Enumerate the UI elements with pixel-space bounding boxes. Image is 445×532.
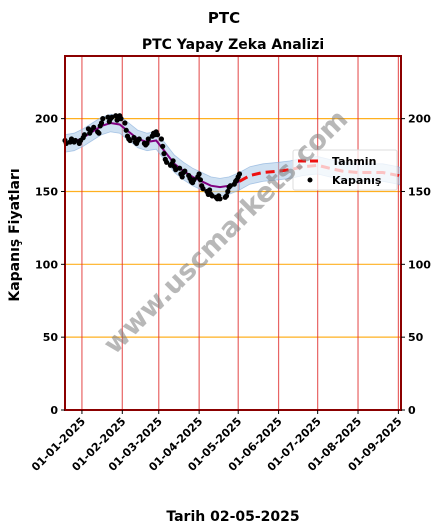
kapanis-point: [154, 132, 161, 138]
y-axis-right: 0 50 100 150 200: [401, 113, 431, 417]
legend-box: [292, 149, 398, 191]
legend-tahmin-label: Tahmin: [332, 155, 376, 168]
kapanis-point: [144, 140, 150, 146]
legend-kapanis-swatch: [307, 177, 313, 183]
kapanis-point: [200, 186, 206, 192]
y-tick-label: 150: [35, 185, 58, 198]
kapanis-point: [123, 127, 129, 133]
kapanis-point: [164, 159, 170, 165]
y-tick-label-right: 0: [408, 404, 416, 417]
y-axis-label: Kapanış Fiyatları: [7, 168, 23, 301]
y-tick-label: 200: [35, 113, 58, 126]
plot-frame: [64, 55, 402, 411]
legend: Tahmin Kapanış: [292, 149, 398, 191]
kapanis-point: [170, 158, 176, 164]
chart-title: PTC: [208, 9, 240, 27]
kapanis-point: [207, 187, 213, 193]
x-axis-label: Tarih 02-05-2025: [166, 509, 299, 525]
kapanis-point: [136, 136, 142, 142]
kapanis-point: [173, 167, 179, 173]
kapanis-point: [191, 177, 197, 183]
kapanis-point: [161, 151, 167, 157]
legend-kapanis-label: Kapanış: [332, 174, 382, 187]
y-tick-label-right: 200: [408, 113, 431, 126]
trend-line: [64, 121, 240, 189]
kapanis-point: [91, 124, 97, 130]
kapanis-point: [160, 143, 166, 149]
kapanis-point: [196, 171, 202, 177]
kapanis-point: [225, 188, 231, 195]
kapanis-point: [182, 168, 188, 174]
kapanis-points: [62, 113, 243, 202]
kapanis-point: [217, 196, 223, 202]
kapanis-point: [223, 193, 230, 199]
kapanis-point: [118, 116, 124, 122]
kapanis-point: [131, 135, 137, 141]
y-axis-left: 0 50 100 150 200: [35, 113, 65, 417]
kapanis-point: [179, 174, 185, 180]
y-tick-label-right: 150: [408, 185, 431, 198]
kapanis-point: [177, 165, 183, 171]
kapanis-point: [145, 136, 151, 142]
kapanis-point: [98, 120, 105, 126]
chart-subtitle: PTC Yapay Zeka Analizi: [142, 37, 324, 53]
kapanis-point: [109, 114, 115, 120]
kapanis-point: [122, 120, 128, 126]
kapanis-point: [236, 171, 243, 177]
kapanis-point: [197, 177, 203, 183]
vertical-gridlines: [81, 56, 399, 410]
kapanis-point: [158, 136, 164, 142]
kapanis-point: [209, 193, 215, 199]
y-tick-label-right: 50: [408, 331, 424, 344]
x-axis: 01-01-202501-02-202501-03-202501-04-2025…: [29, 410, 405, 474]
kapanis-point: [72, 137, 78, 144]
kapanis-point: [227, 183, 233, 189]
kapanis-point: [81, 132, 88, 138]
kapanis-point: [96, 130, 102, 136]
y-tick-label: 0: [50, 404, 58, 417]
kapanis-point: [100, 116, 106, 122]
y-tick-label: 100: [35, 258, 58, 271]
y-tick-label: 50: [43, 331, 59, 344]
kapanis-point: [127, 137, 133, 144]
y-tick-label-right: 100: [408, 258, 431, 271]
